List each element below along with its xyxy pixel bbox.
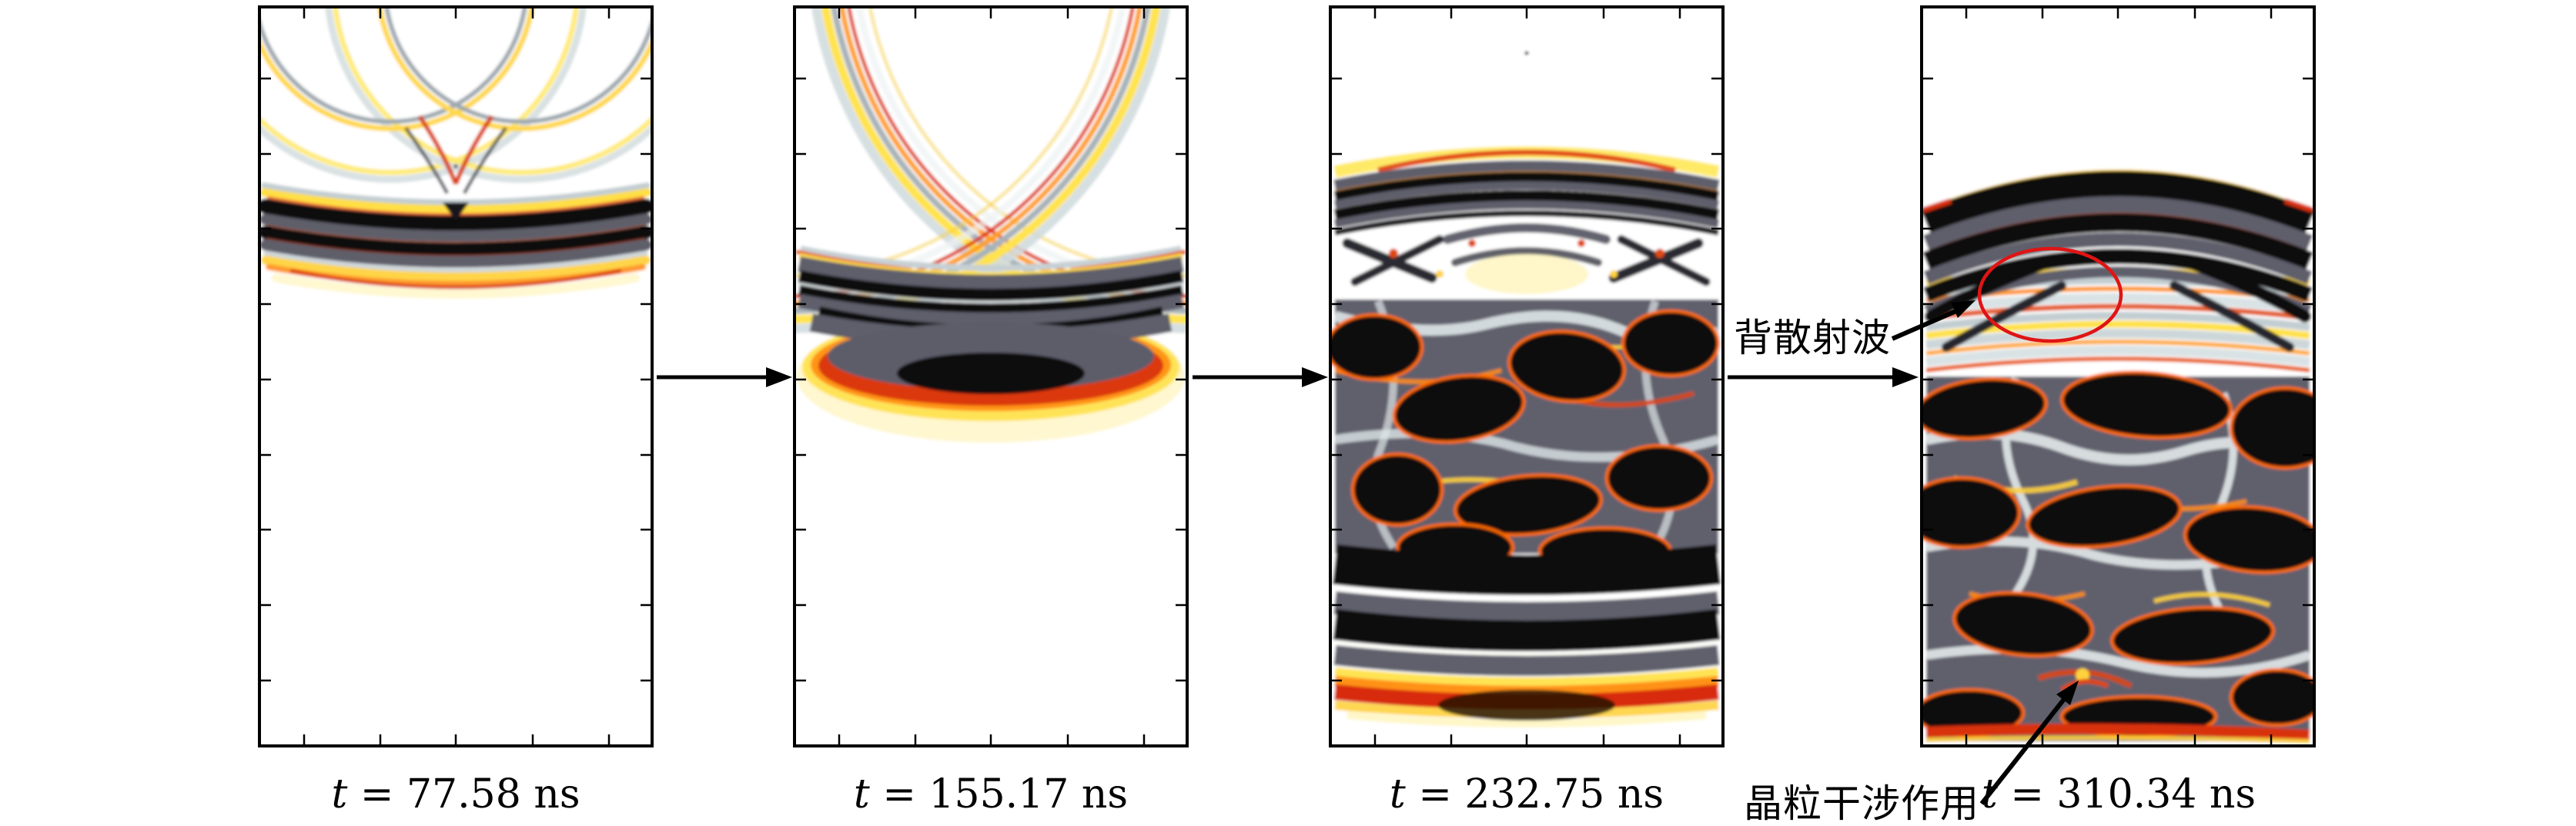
- axis-ticks: [261, 8, 651, 744]
- wavefield-panel-2: [793, 5, 1189, 747]
- panel-caption-3: t = 232.75 ns: [1389, 771, 1664, 818]
- backscatter-highlight-ellipse: [1977, 246, 2123, 343]
- axis-ticks: [796, 8, 1186, 744]
- wavefronts-group-4: [1923, 8, 2313, 744]
- source-ring-arcs: [261, 8, 651, 195]
- interference-junction: [2076, 668, 2089, 682]
- scatter-cross-zone: [1342, 223, 1711, 286]
- lower-ring-bands: [1333, 544, 1721, 727]
- source-point-dot: [453, 164, 458, 169]
- crown-band: [1333, 146, 1720, 236]
- wavefield-panel-1: [258, 5, 654, 747]
- grain-interference-label: 晶粒干涉作用: [1744, 781, 1979, 826]
- backscatter-label: 背散射波: [1734, 316, 1891, 360]
- axis-ticks: [1923, 8, 2313, 744]
- panel-caption-2: t = 155.17 ns: [853, 771, 1129, 818]
- wavefronts-group-2: [796, 8, 1186, 744]
- axis-ticks: [1332, 8, 1721, 744]
- wavefield-image-3: [1332, 8, 1721, 744]
- layered-band: [261, 182, 651, 299]
- panel-caption-4: t = 310.34 ns: [1981, 771, 2257, 818]
- wavefield-image-2: [796, 8, 1186, 744]
- wavefronts-group-3: [1332, 8, 1721, 744]
- wavefield-image-4: [1923, 8, 2313, 744]
- source-point-dot: [1524, 51, 1529, 55]
- wavefronts-group-1: [261, 8, 651, 744]
- panel-caption-1: t = 77.58 ns: [331, 771, 580, 818]
- wavefield-panel-3: [1329, 5, 1725, 747]
- layered-band: [796, 246, 1186, 349]
- wavefield-image-1: [261, 8, 651, 744]
- wavefield-panel-4: [1920, 5, 2316, 747]
- focal-black-blob: [897, 353, 1085, 394]
